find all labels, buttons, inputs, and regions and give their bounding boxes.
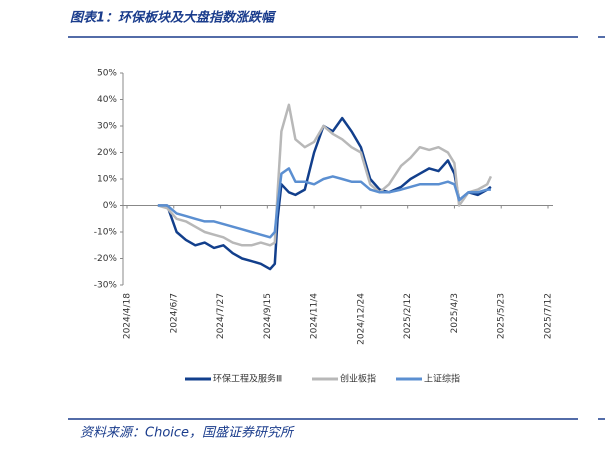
series-line [157,103,493,247]
x-tick-label: 2024/6/7 [169,293,179,333]
source-note: 资料来源：Choice，国盛证券研究所 [80,425,295,441]
x-tick-label: 2025/7/12 [544,293,554,339]
x-tick-label: 2024/9/15 [263,293,273,339]
x-tick-label: 2025/4/3 [450,293,460,333]
series-line [157,116,492,271]
x-tick-label: 2024/11/4 [310,293,320,339]
y-tick-label: -10% [94,228,118,238]
y-tick-label: -20% [94,254,118,264]
x-tick-label: 2025/2/12 [403,293,413,339]
y-tick-label: 0% [103,201,118,211]
legend-label: 创业板指 [340,373,376,385]
x-tick-label: 2024/12/24 [356,293,366,345]
page-title: 图表1：环保板块及大盘指数涨跌幅 [70,10,277,26]
y-tick-label: 30% [97,122,117,132]
x-tick-label: 2024/4/18 [123,293,133,339]
x-tick-label: 2025/5/23 [497,293,507,339]
y-tick-label: -30% [94,281,118,291]
legend-label: 环保工程及服务Ⅲ [213,373,282,385]
y-tick-label: 50% [97,69,117,79]
y-tick-label: 10% [97,175,117,185]
legend-label: 上证综指 [424,373,460,385]
y-tick-label: 20% [97,148,117,158]
series-line [157,167,491,239]
x-tick-label: 2024/7/27 [216,293,226,339]
y-tick-label: 40% [97,95,117,105]
